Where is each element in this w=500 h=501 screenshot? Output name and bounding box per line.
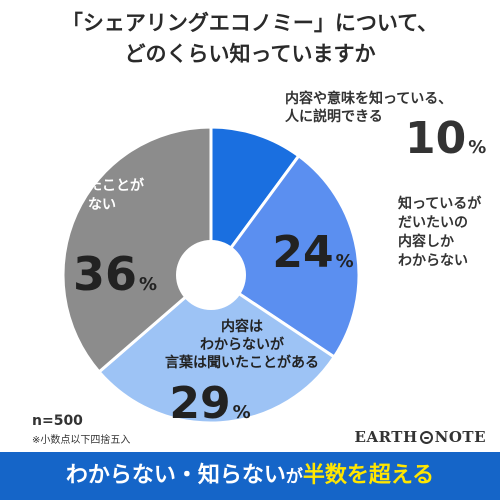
slice-label-4: 聞いたことがない bbox=[60, 177, 145, 213]
slice-label-2: 知っているがだいたいの内容しかわからない bbox=[398, 195, 482, 269]
pie-slice-1 bbox=[209, 125, 301, 280]
slice-value-1: 10% bbox=[405, 113, 486, 164]
slice-value-3: 29% bbox=[169, 378, 250, 429]
banner-part-2: が bbox=[285, 467, 303, 487]
logo-text-note: NOTE bbox=[434, 428, 486, 446]
slice-value-4: 36% bbox=[73, 247, 157, 301]
slice-label-1: 内容や意味を知っている、人に説明できる bbox=[285, 90, 452, 125]
pie-slice-2 bbox=[208, 153, 361, 360]
donut-hole bbox=[176, 240, 246, 310]
earthnote-logo: EARTH NOTE bbox=[355, 428, 486, 446]
rounding-note: ※小数点以下四捨五入 bbox=[32, 435, 131, 446]
banner-part-1: わからない・知らない bbox=[65, 463, 286, 488]
chart-title: 「シェアリングエコノミー」について、 どのくらい知っていますか bbox=[0, 8, 500, 70]
globe-icon bbox=[419, 430, 433, 444]
title-line-1: 「シェアリングエコノミー」について、 bbox=[61, 11, 439, 35]
slice-label-3: 内容はわからないが言葉は聞いたことがある bbox=[165, 318, 319, 371]
pie-slice-3 bbox=[97, 273, 337, 425]
title-line-2: どのくらい知っていますか bbox=[124, 42, 376, 66]
sample-size: n=500 bbox=[32, 413, 83, 429]
banner-part-3: 半数を超える bbox=[302, 463, 435, 488]
slice-value-2: 24% bbox=[272, 227, 353, 278]
logo-text-earth: EARTH bbox=[354, 428, 418, 446]
pie-slice-4 bbox=[61, 125, 213, 375]
conclusion-banner: わからない・知らないが半数を超える bbox=[0, 452, 500, 500]
